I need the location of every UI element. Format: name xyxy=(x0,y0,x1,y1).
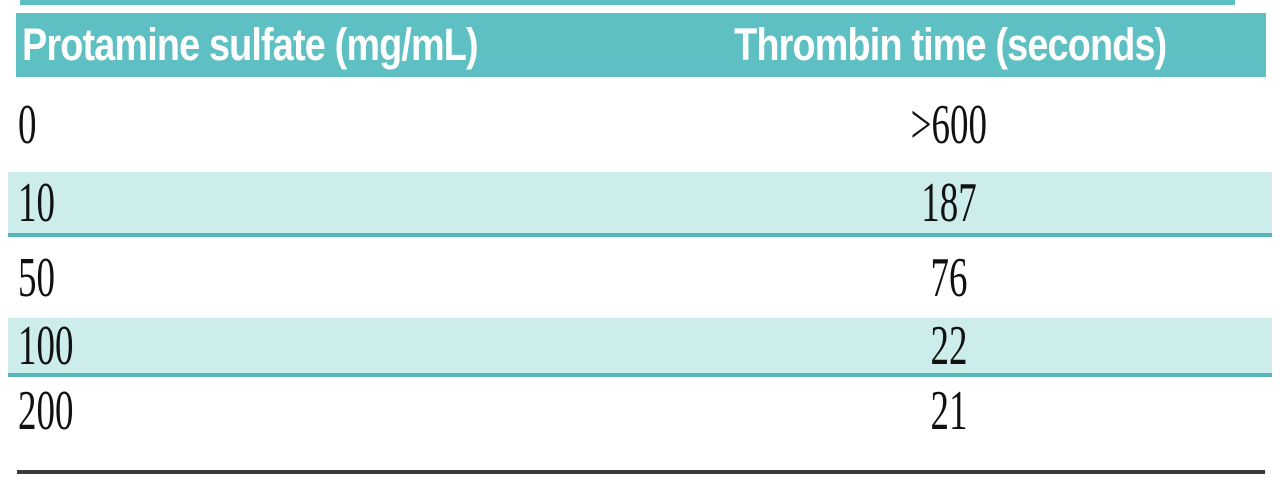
column-header-thrombin: Thrombin time (seconds) xyxy=(634,13,1266,77)
column-header-protamine-label: Protamine sulfate (mg/mL) xyxy=(22,19,479,70)
thrombin-value: 76 xyxy=(930,246,968,309)
protamine-cell: 200 xyxy=(8,383,626,439)
protamine-cell: 0 xyxy=(8,97,626,153)
table-row: 10 187 xyxy=(8,172,1272,237)
table-body: 0 >600 10 187 50 76 100 xyxy=(8,77,1272,445)
table-row: 0 >600 xyxy=(8,77,1272,172)
column-header-protamine: Protamine sulfate (mg/mL) xyxy=(16,13,634,77)
thrombin-cell: 76 xyxy=(626,250,1272,306)
protamine-value: 10 xyxy=(18,171,55,234)
table-bottom-rule xyxy=(17,470,1265,474)
table-header-row: Protamine sulfate (mg/mL) Thrombin time … xyxy=(16,13,1266,77)
protamine-value: 50 xyxy=(18,246,55,309)
table-row: 100 22 xyxy=(8,318,1272,377)
thrombin-cell: 22 xyxy=(626,318,1272,374)
column-header-thrombin-label: Thrombin time (seconds) xyxy=(733,19,1167,70)
protamine-cell: 10 xyxy=(8,175,626,231)
protamine-value: 0 xyxy=(18,93,37,156)
table-row: 200 21 xyxy=(8,377,1272,445)
thrombin-value: 22 xyxy=(930,314,968,377)
thrombin-value: 21 xyxy=(930,380,968,442)
thrombin-cell: >600 xyxy=(626,97,1272,153)
protamine-value: 100 xyxy=(18,314,74,377)
protamine-cell: 50 xyxy=(8,250,626,306)
thrombin-cell: 21 xyxy=(626,383,1272,439)
thrombin-value: >600 xyxy=(910,93,988,156)
thrombin-value: 187 xyxy=(921,171,977,234)
table-row: 50 76 xyxy=(8,237,1272,318)
table-top-rule xyxy=(20,0,1235,5)
protamine-value: 200 xyxy=(18,380,74,442)
protamine-cell: 100 xyxy=(8,318,626,374)
thrombin-cell: 187 xyxy=(626,175,1272,231)
